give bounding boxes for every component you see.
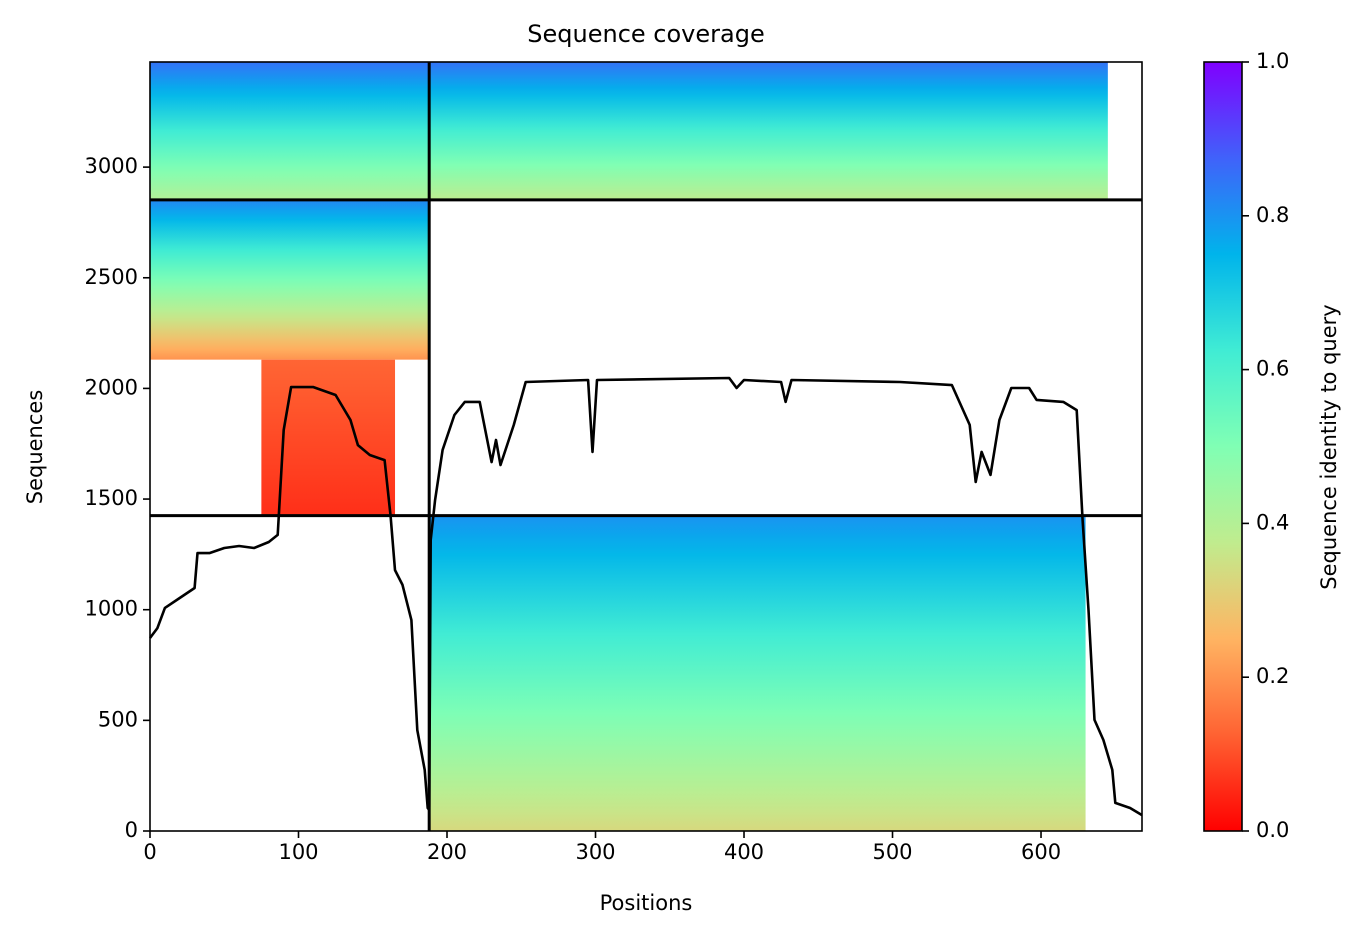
y-tick-label: 0 bbox=[125, 818, 138, 842]
coverage-block bbox=[150, 62, 430, 200]
x-tick-label: 0 bbox=[143, 840, 156, 864]
coverage-block bbox=[150, 199, 430, 360]
y-tick-label: 2000 bbox=[85, 375, 138, 399]
x-tick-label: 500 bbox=[872, 840, 912, 864]
colorbar-tick-label: 0.2 bbox=[1256, 664, 1289, 688]
x-tick-label: 300 bbox=[575, 840, 615, 864]
y-tick-label: 1500 bbox=[85, 486, 138, 510]
x-tick-label: 600 bbox=[1021, 840, 1061, 864]
colorbar-tick-label: 0.8 bbox=[1256, 203, 1289, 227]
chart-title: Sequence coverage bbox=[527, 20, 764, 48]
colorbar-tick-label: 0.4 bbox=[1256, 510, 1289, 534]
coverage-block bbox=[429, 515, 1086, 831]
coverage-line bbox=[148, 376, 1143, 817]
colorbar bbox=[1203, 61, 1243, 832]
colorbar-tick-label: 0.6 bbox=[1256, 357, 1289, 381]
plot-frame bbox=[149, 61, 1143, 832]
x-axis-label: Positions bbox=[600, 891, 693, 915]
colorbar-label: Sequence identity to query bbox=[1317, 304, 1341, 589]
x-tick-label: 100 bbox=[278, 840, 318, 864]
x-tick-label: 200 bbox=[427, 840, 467, 864]
colorbar-tick-label: 1.0 bbox=[1256, 49, 1289, 73]
y-tick-label: 500 bbox=[98, 707, 138, 731]
colorbar-tick-label: 0.0 bbox=[1256, 818, 1289, 842]
y-tick-label: 3000 bbox=[85, 154, 138, 178]
y-tick-label: 1000 bbox=[85, 597, 138, 621]
coverage-block bbox=[429, 62, 1108, 200]
y-tick-label: 2500 bbox=[85, 265, 138, 289]
x-tick-label: 400 bbox=[724, 840, 764, 864]
y-axis-label: Sequences bbox=[23, 390, 47, 505]
